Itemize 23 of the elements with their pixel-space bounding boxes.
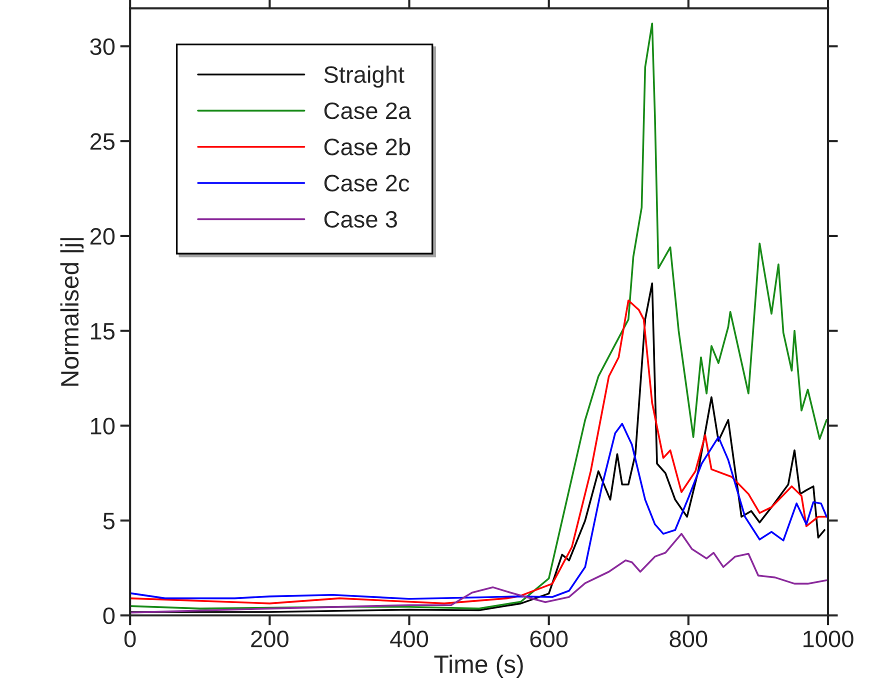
x-tick-label: 800 (670, 630, 708, 648)
legend-label: Straight (324, 66, 404, 88)
y-axis-title: Normalised |j| (60, 238, 84, 386)
x-axis-title: Time (s) (434, 654, 523, 678)
y-tick-label: 25 (90, 133, 115, 150)
y-tick-label: 20 (90, 228, 115, 245)
legend-label: Case 2c (324, 174, 410, 192)
legend-label: Case 2a (324, 102, 412, 120)
line-series (130, 22, 828, 610)
x-tick-label: 1000 (804, 630, 854, 648)
legend-label: Case 3 (324, 210, 397, 228)
x-tick-label: 0 (124, 630, 136, 648)
y-tick-label: 15 (91, 323, 115, 340)
y-tick-label: 5 (103, 512, 115, 530)
y-tick-label: 10 (91, 418, 115, 434)
y-tick-label: 0 (103, 607, 115, 624)
x-tick-label: 200 (251, 630, 288, 648)
line-series (130, 422, 828, 600)
x-tick-label: 400 (390, 630, 428, 648)
y-tick-label: 30 (90, 38, 115, 56)
line-series (130, 532, 828, 614)
x-tick-label: 600 (530, 630, 568, 648)
legend-label: Case 2b (324, 138, 410, 156)
